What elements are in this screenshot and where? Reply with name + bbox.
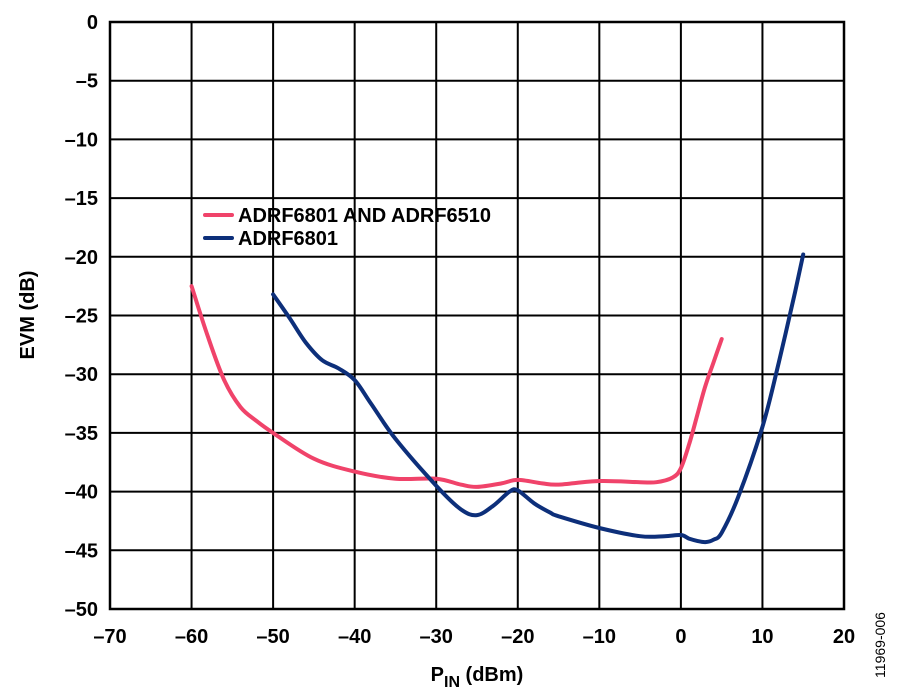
- x-tick-label: 10: [751, 626, 773, 648]
- x-tick-label: 20: [833, 626, 855, 648]
- y-tick-label: –25: [65, 306, 98, 328]
- series-line-adrf6801-and-adrf6510: [189, 284, 724, 489]
- legend: ADRF6801 AND ADRF6510 ADRF6801: [203, 205, 491, 250]
- y-tick-label: –5: [76, 71, 98, 93]
- grid-lines: [109, 21, 845, 610]
- y-tick-label: –45: [65, 540, 98, 562]
- legend-label-adrf6801-and-adrf6510: ADRF6801 AND ADRF6510: [238, 205, 491, 227]
- x-axis-title-unit: (dBm): [460, 664, 523, 686]
- y-axis-title: EVM (dB): [17, 271, 39, 360]
- y-tick-label: –50: [65, 599, 98, 621]
- x-tick-label: –70: [93, 626, 126, 648]
- x-tick-labels: –70 –60 –50 –40 –30 –20 –10 0 10 20: [93, 626, 855, 648]
- x-axis-title: PIN (dBm): [431, 664, 524, 691]
- y-tick-label: –20: [65, 247, 98, 269]
- legend-label-adrf6801: ADRF6801: [238, 228, 338, 250]
- x-tick-label: –40: [338, 626, 371, 648]
- y-tick-label: –15: [65, 188, 98, 210]
- series-line-adrf6801: [271, 252, 806, 545]
- x-axis-title-main: P: [431, 664, 444, 686]
- y-tick-label: –10: [65, 129, 98, 151]
- x-tick-label: 0: [675, 626, 686, 648]
- y-tick-label: –35: [65, 423, 98, 445]
- x-axis-title-subscript: IN: [444, 674, 460, 691]
- x-tick-label: –10: [583, 626, 616, 648]
- y-tick-label: –40: [65, 482, 98, 504]
- x-tick-label: –30: [420, 626, 453, 648]
- y-tick-label: –30: [65, 364, 98, 386]
- x-tick-label: –60: [175, 626, 208, 648]
- x-tick-label: –20: [501, 626, 534, 648]
- y-tick-label: 0: [87, 12, 98, 34]
- plot-frame: [108, 20, 846, 611]
- figure-id: 11969-006: [872, 612, 888, 678]
- y-tick-labels: 0 –5 –10 –15 –20 –25 –30 –35 –40 –45 –50: [65, 12, 98, 621]
- series-layer: [189, 252, 806, 545]
- x-tick-label: –50: [256, 626, 289, 648]
